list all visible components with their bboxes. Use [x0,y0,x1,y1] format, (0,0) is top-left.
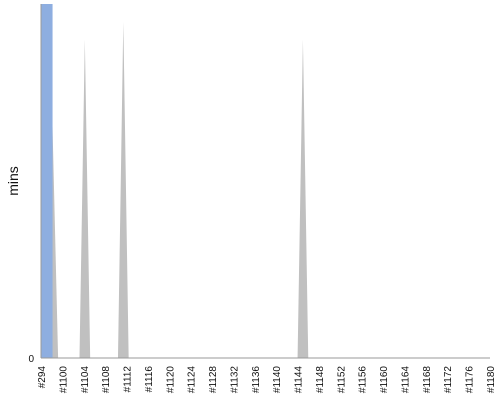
x-tick-label: #1124 [187,366,198,394]
x-tick-label: #1104 [80,366,91,394]
x-tick-label: #1100 [58,366,69,394]
x-tick-label: #1144 [294,366,305,394]
x-tick-label: #1140 [272,366,283,394]
x-tick-label: #1108 [101,366,112,394]
x-tick-label: #1136 [251,366,262,394]
x-tick-label: #294 [37,366,48,389]
x-tick-label: #1132 [229,366,240,394]
x-tick-label: #1172 [443,366,454,394]
x-tick-label: #1156 [358,366,369,394]
area-layer [41,4,490,358]
x-tick-label: #1116 [144,366,155,393]
x-tick-label: #1148 [315,366,326,394]
area-series [41,4,490,358]
axis-layer [40,4,490,359]
x-tick-label: #1180 [486,366,497,394]
x-tick-label: #1160 [379,366,390,394]
x-tick-label: #1128 [208,366,219,394]
y-tick-label: 0 [28,354,34,365]
x-tick-label: #1120 [165,366,176,394]
x-tick-label: #1176 [465,366,476,394]
x-tick-label: #1112 [123,366,134,393]
x-tick-labels: #294 #1100 #1104 #1108 #1112 #1116 #1120 #1124 #… [37,366,497,394]
x-tick-label: #1168 [422,366,433,394]
highlighted-build-bar[interactable] [41,4,53,358]
x-tick-label: #1152 [336,366,347,394]
x-tick-label: #1164 [400,366,411,394]
y-axis-title: mins [5,166,21,196]
